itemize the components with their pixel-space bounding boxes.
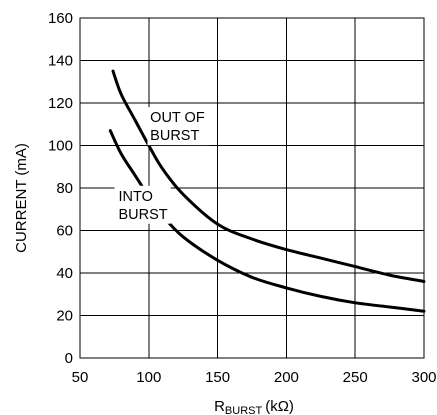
series-label-into-burst: INTO <box>119 189 153 205</box>
x-axis-label-subscript: BURST <box>225 405 263 415</box>
x-axis-label-main: R <box>214 398 225 415</box>
y-tick-label: 160 <box>48 10 73 27</box>
grid-lines <box>80 18 424 358</box>
y-tick-label: 80 <box>56 180 73 197</box>
series-line-out-of-burst <box>111 69 426 283</box>
data-curves <box>108 69 426 313</box>
series-label-bg <box>114 185 171 224</box>
y-tick-label: 120 <box>48 95 73 112</box>
series-label-out-of-burst: OUT OF <box>150 110 205 126</box>
x-axis-label: RBURST (kΩ) <box>214 398 294 415</box>
x-tick-label: 50 <box>72 369 89 386</box>
y-axis-label: CURRENT (mA) <box>13 143 30 253</box>
y-tick-label: 20 <box>56 308 73 325</box>
x-axis-label-unit: (kΩ) <box>265 398 294 415</box>
y-tick-label: 140 <box>48 53 73 70</box>
y-tick-labels: 0 20 40 60 80 100 120 140 160 <box>48 10 73 367</box>
series-label-into-burst: BURST <box>119 207 168 223</box>
plot-frame <box>79 17 425 359</box>
series-label-bg <box>147 107 210 146</box>
x-tick-label: 150 <box>205 369 230 386</box>
x-tick-label: 200 <box>274 369 299 386</box>
series-label-out-of-burst: BURST <box>150 128 199 144</box>
x-tick-label: 100 <box>136 369 161 386</box>
x-tick-label: 250 <box>343 369 368 386</box>
y-tick-label: 40 <box>56 265 73 282</box>
y-tick-label: 0 <box>65 350 73 367</box>
series-labels: OUT OF BURST INTO BURST <box>114 107 210 224</box>
y-tick-label: 100 <box>48 138 73 155</box>
series-line-into-burst <box>108 129 426 313</box>
x-tick-label: 300 <box>411 369 436 386</box>
y-tick-label: 60 <box>56 223 73 240</box>
x-tick-labels: 50 100 150 200 250 300 <box>72 369 437 386</box>
